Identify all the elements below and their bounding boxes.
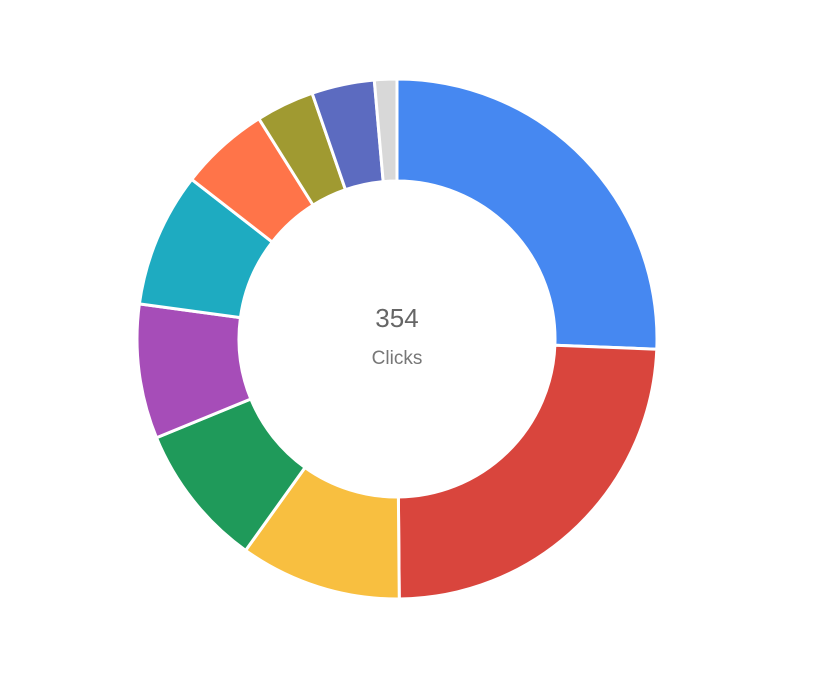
donut-slice-10[interactable] [372,77,399,184]
donut-slice-1[interactable] [395,77,659,351]
center-label: Clicks [372,348,423,369]
donut-slice-2[interactable] [396,343,659,601]
slices-group [135,77,659,601]
center-value: 354 [375,303,418,333]
